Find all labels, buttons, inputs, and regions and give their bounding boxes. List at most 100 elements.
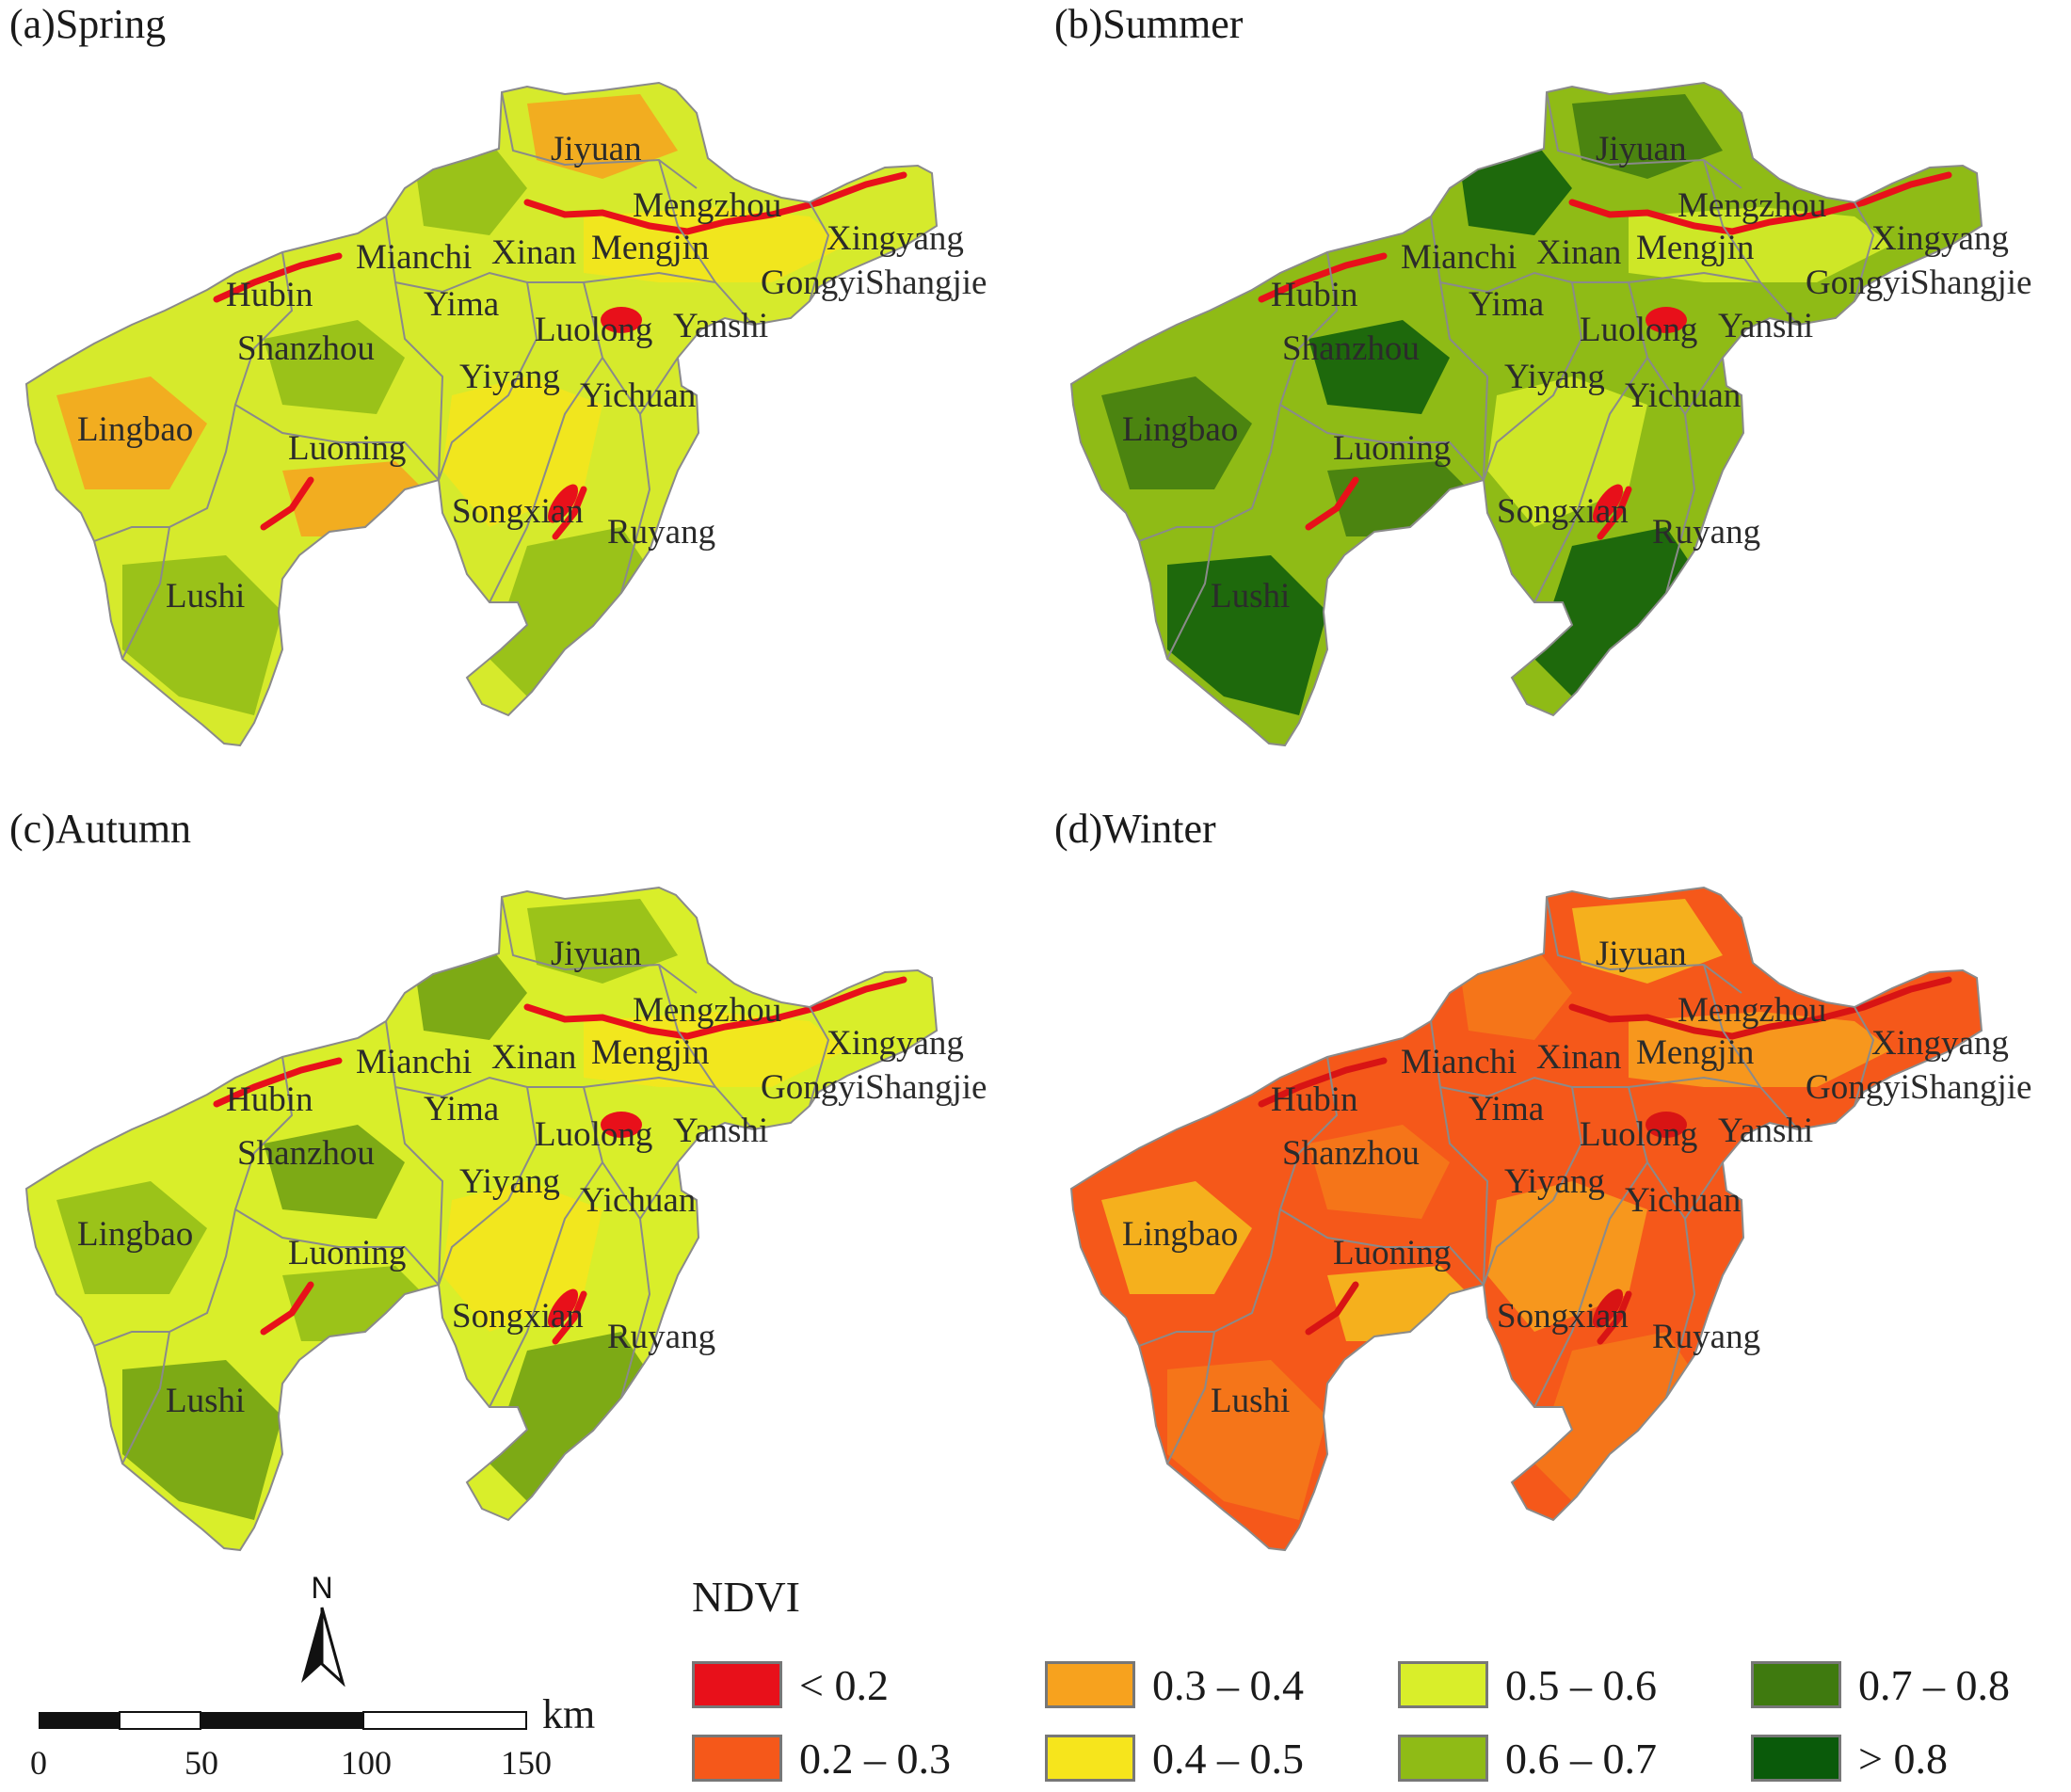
place-label: Songxian: [1497, 1297, 1629, 1336]
place-label: Jiyuan: [551, 935, 642, 973]
river: [1305, 476, 1359, 531]
map-winter: Jiyuan Mengzhou Xingyang Mianchi Xinan Mengji…: [1069, 886, 2031, 1552]
place-label: Mianchi: [1401, 1043, 1517, 1081]
scale-tick: 50: [185, 1744, 218, 1782]
legend-label: < 0.2: [799, 1660, 889, 1709]
river: [1568, 976, 1952, 1040]
county-boundary: [1546, 896, 1742, 994]
place-label: Yanshi: [673, 1112, 768, 1150]
place-label: Songxian: [452, 492, 584, 531]
place-label: Xinan: [491, 1038, 576, 1077]
place-label: Yichuan: [580, 1181, 696, 1220]
river: [1305, 1281, 1359, 1336]
county-boundary: [658, 964, 716, 1088]
legend-swatch: [692, 1735, 782, 1782]
map-panel-autumn: (c)Autumn Jiyuan Mengzhou Xingyang Mianchi X…: [0, 805, 1036, 1605]
legend-item: < 0.2: [692, 1658, 889, 1711]
place-label: Yanshi: [673, 307, 768, 345]
river: [1258, 1057, 1388, 1108]
ndvi-patch: [1167, 1360, 1327, 1520]
place-label: GongyiShangjie: [761, 1068, 987, 1107]
map-panel-spring: (a)Spring Jiyuan Mengzhou Xingyang Mianchi X…: [0, 0, 1036, 800]
county-boundary: [620, 413, 651, 594]
county-boundary: [1665, 1218, 1696, 1399]
ndvi-patch: [442, 376, 602, 527]
place-label: Xingyang: [827, 219, 964, 258]
map-region: Jiyuan Mengzhou Xingyang Mianchi Xinan Mengji…: [24, 81, 987, 747]
panel-title: (c)Autumn: [9, 806, 192, 852]
ndvi-patch: [490, 1332, 659, 1501]
county-boundary: [809, 201, 830, 302]
place-label: Yiyang: [1504, 358, 1605, 396]
legend-label: 0.6 – 0.7: [1505, 1734, 1657, 1783]
county-boundary: [1483, 1086, 1583, 1286]
county-boundary: [1279, 404, 1485, 481]
north-label: N: [311, 1571, 332, 1605]
place-label: Shanzhou: [237, 1134, 375, 1173]
place-label: Lingbao: [77, 1215, 193, 1254]
place-label: Yima: [1469, 1090, 1544, 1128]
county-boundary: [1628, 1086, 1724, 1221]
legend-label: 0.5 – 0.6: [1505, 1660, 1657, 1709]
place-label: Luoning: [288, 429, 406, 468]
place-label: Lingbao: [1122, 1215, 1238, 1254]
river: [1568, 171, 1952, 235]
county-boundary: [583, 281, 679, 416]
ndvi-patch: [56, 376, 207, 489]
urban-area: [547, 484, 579, 523]
county-boundary: [121, 526, 170, 660]
ndvi-patch: [1308, 320, 1450, 414]
place-label: Yima: [424, 1090, 499, 1128]
place-label: Xinan: [491, 233, 576, 272]
county-boundary: [438, 281, 538, 481]
place-label: Songxian: [1497, 492, 1629, 531]
county-boundary: [1665, 413, 1696, 594]
place-label: Mengjin: [1636, 229, 1754, 267]
county-boundary: [620, 1218, 651, 1399]
scale-tick: 0: [30, 1744, 47, 1782]
county-boundary: [394, 281, 444, 481]
place-label: Luoning: [288, 1234, 406, 1272]
map-region: Jiyuan Mengzhou Xingyang Mianchi Xinan Mengji…: [1069, 886, 2031, 1552]
ndvi-patch: [1101, 1181, 1252, 1294]
place-label: Luolong: [535, 1115, 652, 1154]
county-boundary: [93, 1056, 294, 1347]
place-label: Mianchi: [356, 238, 472, 277]
county-boundary: [1439, 1086, 1489, 1286]
ndvi-patch: [490, 527, 659, 696]
urban-area: [547, 1288, 579, 1328]
legend-swatch: [1751, 1661, 1841, 1708]
legend-item: 0.7 – 0.8: [1751, 1658, 2010, 1711]
legend-swatch: [1045, 1735, 1135, 1782]
urban-area: [1592, 1288, 1624, 1328]
county-boundary: [1533, 1161, 1648, 1408]
legend-swatch: [1398, 1735, 1488, 1782]
place-label: Lingbao: [1122, 410, 1238, 449]
place-label: Mengzhou: [1678, 991, 1826, 1030]
place-label: Hubin: [1271, 1080, 1358, 1119]
river: [1597, 486, 1632, 540]
urban-area: [601, 1112, 642, 1138]
county-boundary: [1703, 964, 1761, 1088]
vegetation-layer: [1101, 94, 1952, 715]
place-label: Luolong: [535, 311, 652, 349]
region-outline: [1069, 81, 1983, 747]
place-label: Luolong: [1580, 1115, 1697, 1154]
county-boundary: [489, 1161, 603, 1408]
county-boundary: [501, 91, 698, 189]
ndvi-patch: [1572, 899, 1723, 984]
river: [552, 486, 587, 540]
place-label: Yiyang: [1504, 1162, 1605, 1201]
scale-unit: km: [542, 1691, 596, 1737]
scale-tick: 150: [501, 1744, 552, 1782]
county-boundary: [809, 1006, 830, 1107]
panel-title: (b)Summer: [1054, 1, 1244, 47]
legend-swatch: [1751, 1735, 1841, 1782]
place-label: Luoning: [1333, 429, 1451, 468]
place-label: Shanzhou: [1282, 1134, 1420, 1173]
place-label: Xingyang: [1871, 219, 2009, 258]
river: [1258, 252, 1388, 303]
place-label: GongyiShangjie: [1806, 264, 2031, 302]
place-label: Lushi: [166, 577, 245, 616]
legend-item: > 0.8: [1751, 1732, 1948, 1784]
